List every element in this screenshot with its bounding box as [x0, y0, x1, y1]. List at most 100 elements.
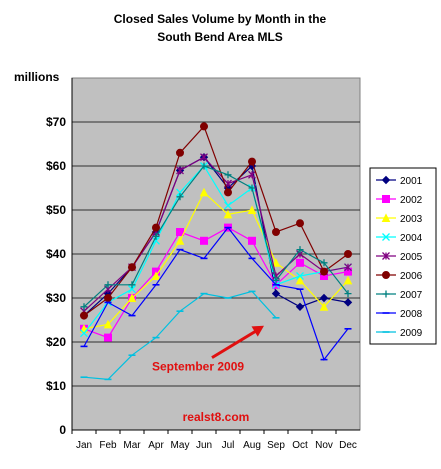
legend-label: 2003 [400, 214, 423, 225]
y-tick-label: $20 [46, 335, 66, 349]
annotation-arrow-shaft [211, 328, 259, 359]
legend-marker [382, 195, 390, 203]
legend-marker [382, 252, 390, 260]
data-point-2006 [296, 219, 304, 228]
data-point-2007 [104, 281, 112, 289]
y-tick-label: 0 [59, 423, 66, 437]
data-point-2001 [295, 302, 305, 312]
data-point-2003 [343, 275, 353, 285]
data-point-2007 [248, 184, 256, 192]
legend-label: 2004 [400, 233, 423, 244]
y-axis-label: millions [14, 70, 60, 84]
watermark-text: realst8.com [183, 410, 250, 424]
y-tick-label: $10 [46, 379, 66, 393]
data-point-2006 [248, 157, 256, 166]
data-point-2004 [152, 236, 160, 245]
annotation-arrow-head [251, 325, 264, 337]
data-point-2006 [200, 122, 208, 131]
data-point-2006 [344, 250, 352, 258]
y-tick-label: $30 [46, 291, 66, 305]
data-point-2003 [271, 258, 281, 267]
data-point-2002 [248, 236, 256, 245]
data-point-2007 [224, 171, 232, 179]
legend-label: 2007 [400, 290, 423, 301]
data-point-2001 [271, 289, 281, 298]
data-point-2007 [80, 303, 88, 311]
data-point-2003 [247, 205, 257, 214]
data-point-2004 [296, 272, 304, 280]
x-tick-label: Oct [292, 440, 308, 451]
data-point-2002 [200, 236, 208, 245]
x-tick-label: Apr [148, 440, 164, 451]
data-point-2002 [296, 258, 304, 267]
legend-marker [381, 213, 391, 222]
legend-label: 2002 [400, 195, 423, 206]
x-tick-label: Nov [315, 440, 333, 451]
data-point-2007 [200, 162, 208, 170]
legend-label: 2009 [400, 328, 423, 339]
data-point-2004 [80, 329, 88, 338]
legend-label: 2008 [400, 309, 423, 320]
data-point-2001 [319, 293, 329, 303]
data-point-2004 [128, 285, 136, 294]
data-point-2003 [151, 271, 161, 280]
data-point-2006 [80, 311, 88, 320]
data-point-2001 [343, 298, 353, 307]
chart-title-line1: Closed Sales Volume by Month in the [113, 12, 327, 26]
data-point-2005 [200, 153, 208, 162]
series-line-2007 [83, 165, 349, 308]
x-tick-label: Dec [339, 440, 357, 451]
series-line-2008 [83, 226, 349, 361]
y-tick-label: $60 [46, 159, 66, 173]
data-point-2007 [152, 232, 160, 240]
data-point-2003 [127, 293, 137, 302]
legend-marker [382, 233, 390, 241]
data-point-2003 [175, 236, 185, 245]
series-line-2003 [83, 191, 349, 330]
data-point-2006 [320, 267, 328, 276]
y-tick-label: $70 [46, 115, 66, 129]
data-point-2006 [104, 294, 112, 302]
data-point-2004 [224, 201, 232, 210]
data-point-2002 [104, 333, 112, 342]
chart-title-line2: South Bend Area MLS [157, 30, 283, 44]
annotation-label: September 2009 [152, 360, 244, 374]
data-point-2003 [199, 187, 209, 197]
legend-marker [382, 290, 390, 298]
x-tick-label: Jun [196, 440, 212, 451]
data-point-2006 [272, 228, 280, 236]
data-point-2006 [224, 188, 232, 197]
data-point-2007 [272, 276, 280, 284]
data-point-2005 [176, 166, 184, 175]
data-point-2007 [128, 281, 136, 289]
data-point-2003 [295, 275, 305, 285]
x-tick-label: Feb [99, 440, 117, 451]
x-tick-label: May [171, 440, 190, 451]
data-point-2005 [248, 170, 256, 179]
x-tick-label: Jan [76, 440, 92, 451]
y-tick-label: $40 [46, 247, 66, 261]
data-point-2006 [152, 223, 160, 232]
data-point-2005 [344, 263, 352, 272]
data-point-2003 [319, 302, 329, 311]
legend-label: 2001 [400, 176, 423, 187]
series-line-2006 [83, 125, 349, 317]
x-tick-label: Jul [222, 440, 235, 451]
x-tick-label: Sep [267, 440, 285, 451]
legend-marker [382, 271, 390, 279]
x-tick-label: Mar [123, 440, 141, 451]
data-point-2003 [103, 319, 113, 329]
data-point-2007 [176, 193, 184, 201]
series-line-2004 [83, 165, 349, 334]
legend-label: 2005 [400, 252, 423, 263]
data-point-2007 [344, 290, 352, 298]
legend-label: 2006 [400, 271, 423, 282]
x-tick-label: Aug [243, 440, 261, 451]
data-point-2006 [176, 148, 184, 157]
y-tick-label: $50 [46, 203, 66, 217]
data-point-2002 [176, 228, 184, 236]
data-point-2003 [223, 209, 233, 219]
data-point-2006 [128, 263, 136, 272]
